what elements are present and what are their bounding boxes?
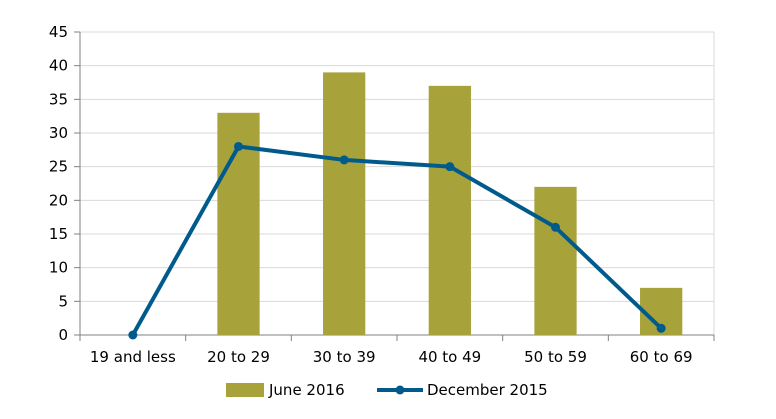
- point-december-2015: [445, 162, 455, 172]
- y-tick-label: 20: [49, 191, 68, 209]
- x-tick-label: 60 to 69: [630, 348, 693, 366]
- point-december-2015: [551, 222, 560, 232]
- legend-label-june-2016: June 2016: [268, 381, 345, 399]
- point-december-2015: [656, 323, 666, 333]
- x-tick-label: 40 to 49: [418, 348, 481, 366]
- legend: June 2016 December 2015: [226, 381, 548, 399]
- x-tick-label: 30 to 39: [313, 348, 376, 366]
- y-tick-label: 25: [49, 158, 68, 176]
- legend-swatch-june-2016: [226, 383, 264, 397]
- y-tick-label: 30: [49, 124, 68, 142]
- legend-label-december-2015: December 2015: [427, 381, 548, 399]
- grid-lines: [80, 31, 715, 335]
- y-tick-label: 0: [58, 326, 68, 344]
- y-tick-label: 40: [49, 57, 68, 75]
- bar-june-2016: [428, 85, 471, 335]
- x-tick-label: 19 and less: [90, 348, 176, 366]
- line-series: [128, 141, 666, 340]
- point-december-2015: [128, 330, 138, 340]
- axes: [74, 31, 715, 341]
- y-tick-label: 5: [58, 292, 68, 310]
- y-tick-label: 35: [49, 90, 68, 108]
- bar-june-2016: [534, 186, 577, 335]
- y-tick-label: 45: [49, 23, 68, 41]
- y-tick-label: 10: [49, 259, 68, 277]
- y-tick-label: 15: [49, 225, 68, 243]
- line-december-2015: [131, 144, 663, 336]
- legend-marker-december-2015: [395, 385, 405, 395]
- x-tick-label: 50 to 59: [524, 348, 587, 366]
- x-tick-label: 20 to 29: [207, 348, 270, 366]
- bar-june-2016: [323, 72, 366, 336]
- point-december-2015: [234, 141, 243, 151]
- bar-series: [217, 72, 683, 336]
- tick-labels: 0 5 10 15 20 25 30 35 40 45 19 and less 20 to 29 30 …: [49, 23, 693, 366]
- point-december-2015: [339, 155, 349, 165]
